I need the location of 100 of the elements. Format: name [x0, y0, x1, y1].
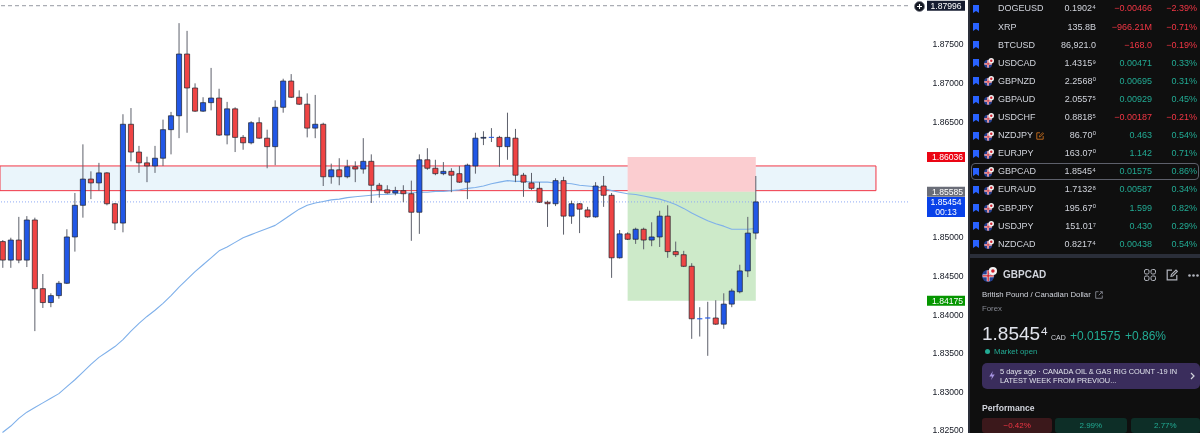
candlestick: [712, 299, 719, 326]
text: 2.2568⁰: [1064, 75, 1096, 86]
text: 1.142: [1129, 148, 1152, 159]
text: −966.21M: [1111, 21, 1152, 32]
candlestick: [240, 134, 247, 151]
candlestick: [7, 237, 14, 269]
text: +0.01575: [1070, 329, 1121, 343]
candlestick: [328, 163, 335, 185]
candlestick: [208, 67, 214, 111]
text: GBPCAD: [998, 166, 1037, 177]
y-tick-label: 1.83500: [932, 348, 964, 359]
text: 0.00438: [1119, 238, 1152, 249]
candlestick: [728, 288, 735, 308]
candlestick: [152, 145, 158, 174]
y-tick-label: 1.85000: [932, 232, 964, 243]
candlestick: [15, 216, 22, 264]
text: USDCAD: [998, 57, 1037, 68]
text: 0.00471: [1119, 57, 1152, 68]
y-tick-label: 1.83000: [932, 386, 964, 397]
text: 0.8818⁵: [1064, 112, 1096, 122]
text: USDJPY: [998, 220, 1034, 231]
text: 1.8545⁴: [982, 323, 1049, 344]
text: 163.07⁰: [1064, 148, 1096, 159]
candlestick: [360, 137, 367, 175]
text: −0.71%: [1166, 21, 1197, 32]
candlestick: [0, 239, 6, 269]
text: −168.0: [1124, 39, 1152, 50]
candlestick: [336, 157, 343, 186]
text: GBPNZD: [998, 75, 1036, 86]
candlestick: [704, 301, 711, 357]
text: GBPJPY: [998, 202, 1034, 213]
text: 2.77%: [1154, 420, 1177, 430]
y-tick-label: 1.84175: [932, 295, 964, 306]
text: 0.01575: [1119, 166, 1152, 177]
text: 1.7132⁸: [1064, 184, 1096, 195]
text: −0.00187: [1114, 112, 1152, 122]
text: −0.21%: [1166, 112, 1197, 122]
text: −0.19%: [1166, 39, 1197, 50]
ref-line-label: 1.87996: [930, 0, 962, 11]
text: 0.1902⁴: [1064, 3, 1096, 14]
text: −0.42%: [1003, 420, 1031, 430]
candlestick: [112, 202, 118, 231]
text: NZDJPY: [998, 130, 1034, 141]
text: 1.4315⁹: [1064, 57, 1096, 68]
y-tick-label: 1.85585: [932, 186, 964, 197]
text: 0.45%: [1171, 93, 1197, 104]
y-tick-label: 1.84000: [932, 309, 964, 320]
text: EURAUD: [998, 184, 1037, 195]
text: 0.29%: [1171, 220, 1197, 231]
text: 0.54%: [1171, 238, 1197, 249]
text: 2.0557⁵: [1064, 93, 1096, 104]
y-tick-label: 1.84500: [932, 271, 964, 282]
text: 0.33%: [1171, 57, 1197, 68]
y-tick-label: 1.87500: [932, 39, 964, 50]
text: 0.00695: [1119, 75, 1152, 86]
text: 151.01⁷: [1065, 220, 1096, 231]
text: 0.54%: [1171, 130, 1197, 141]
candlestick: [312, 94, 319, 139]
text: Performance: [982, 403, 1035, 413]
text: DOGEUSD: [998, 3, 1044, 14]
candlestick: [304, 92, 311, 138]
candlestick: [256, 116, 263, 140]
candlestick: [96, 162, 102, 192]
text: −2.39%: [1166, 3, 1197, 14]
candlestick: [39, 273, 46, 309]
text: 135.8B: [1067, 21, 1096, 32]
text: 0.86%: [1171, 166, 1197, 177]
candlestick: [136, 145, 142, 174]
text: 0.430: [1129, 220, 1152, 231]
text: 0.463: [1129, 130, 1152, 141]
text: 195.67⁰: [1064, 202, 1096, 213]
candlestick: [352, 160, 359, 183]
text: 0.8217⁴: [1064, 238, 1096, 249]
candlestick: [248, 120, 255, 145]
candlestick: [736, 264, 743, 294]
text: 0.34%: [1171, 184, 1197, 195]
candlestick: [88, 170, 94, 200]
candlestick: [144, 156, 150, 183]
candlestick: [168, 111, 174, 155]
y-tick-label: 1.87000: [932, 78, 964, 89]
y-tick-label: 1.86500: [932, 116, 964, 127]
text: 0.00929: [1119, 93, 1152, 104]
candlestick: [192, 82, 198, 113]
text: 2.99%: [1079, 420, 1103, 430]
text: 0.82%: [1171, 202, 1197, 213]
text: NZDCAD: [998, 238, 1036, 249]
text: XRP: [998, 21, 1017, 32]
text: BTCUSD: [998, 39, 1036, 50]
text: EURJPY: [998, 148, 1034, 159]
text: −0.00466: [1114, 3, 1152, 14]
text: 86.70⁰: [1069, 130, 1096, 141]
y-tick-label: 1.82500: [932, 425, 964, 433]
text: GBPCAD: [1003, 269, 1047, 280]
candlestick: [264, 129, 271, 169]
text: 86,921.0: [1060, 39, 1096, 50]
text: +0.86%: [1125, 329, 1167, 343]
text: 1.8545⁴: [1064, 166, 1096, 177]
text: USDCHF: [998, 112, 1036, 122]
y-tick-label: 1.86036: [932, 151, 964, 162]
text: 0.00587: [1119, 184, 1152, 195]
